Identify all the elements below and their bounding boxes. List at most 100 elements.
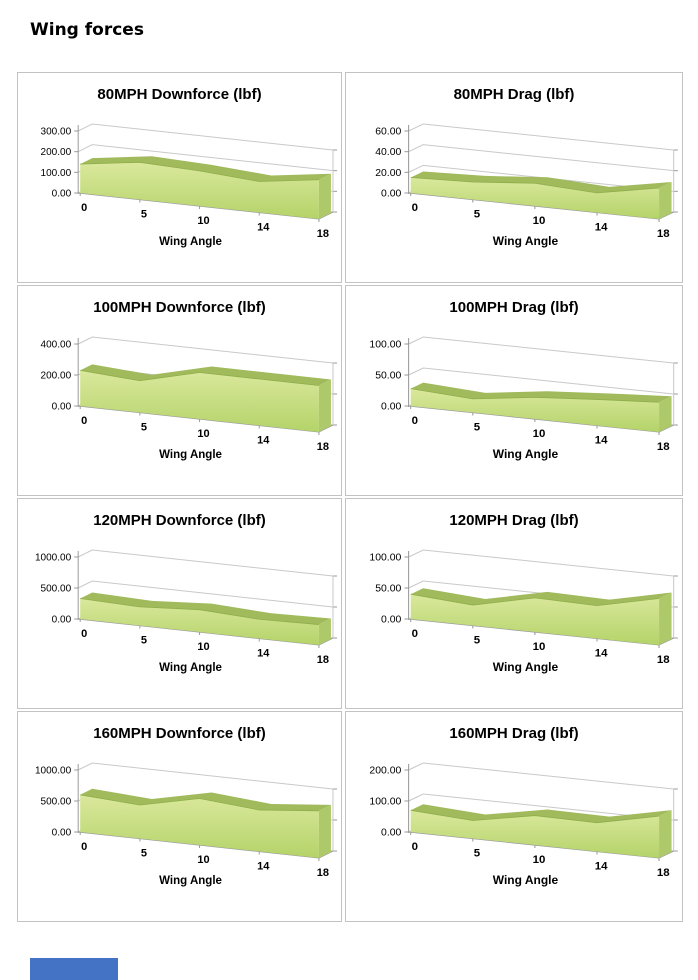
chart-80mph-downforce[interactable]: 300.00 200.00 100.00 0.00 0 5 10 14 18 Wing Angle: [18, 105, 341, 275]
svg-text:100.00: 100.00: [369, 797, 401, 808]
svg-text:Wing Angle: Wing Angle: [159, 449, 222, 461]
svg-text:200.00: 200.00: [369, 766, 401, 777]
svg-text:Wing Angle: Wing Angle: [493, 874, 559, 887]
svg-text:Wing Angle: Wing Angle: [159, 236, 222, 248]
chart-panel-160mph-drag[interactable]: 160MPH Drag (lbf) 200.00 100.00 0.00 0 5 10 14…: [345, 711, 683, 922]
chart-120mph-drag[interactable]: 100.00 50.00 0.00 0 5 10 14 18 Wing Angle: [346, 531, 682, 701]
svg-text:1000.00: 1000.00: [35, 766, 72, 777]
svg-text:60.00: 60.00: [375, 127, 401, 138]
svg-text:5: 5: [474, 635, 480, 647]
svg-text:14: 14: [257, 222, 270, 234]
svg-text:Wing Angle: Wing Angle: [159, 875, 222, 887]
svg-text:10: 10: [533, 854, 546, 866]
svg-text:5: 5: [474, 422, 480, 434]
svg-text:0: 0: [81, 841, 87, 853]
svg-text:10: 10: [533, 641, 546, 653]
svg-text:18: 18: [317, 228, 329, 240]
svg-text:0.00: 0.00: [381, 402, 402, 413]
svg-text:5: 5: [141, 209, 147, 221]
svg-text:18: 18: [317, 441, 329, 453]
svg-text:0.00: 0.00: [381, 615, 402, 626]
svg-text:18: 18: [657, 228, 670, 240]
svg-text:0: 0: [412, 202, 418, 214]
svg-text:20.00: 20.00: [375, 168, 401, 179]
svg-text:0.00: 0.00: [52, 828, 72, 839]
svg-text:0.00: 0.00: [381, 189, 402, 200]
chart-title: 80MPH Downforce (lbf): [97, 86, 262, 103]
svg-text:14: 14: [257, 861, 270, 873]
chart-80mph-drag[interactable]: 60.00 40.00 20.00 0.00 0 5 10 14 18 Wing Angle: [346, 105, 682, 275]
chart-160mph-downforce[interactable]: 1000.00 500.00 0.00 0 5 10 14 18 Wing Angle: [18, 744, 341, 914]
chart-panel-100mph-drag[interactable]: 100MPH Drag (lbf) 100.00 50.00 0.00 0 5 10 14 1…: [345, 285, 683, 496]
svg-text:500.00: 500.00: [41, 797, 72, 808]
chart-100mph-drag[interactable]: 100.00 50.00 0.00 0 5 10 14 18 Wing Angle: [346, 318, 682, 488]
svg-text:10: 10: [197, 641, 209, 653]
svg-text:50.00: 50.00: [375, 371, 401, 382]
svg-text:Wing Angle: Wing Angle: [493, 661, 559, 674]
svg-text:18: 18: [317, 867, 329, 879]
chart-120mph-downforce[interactable]: 1000.00 500.00 0.00 0 5 10 14 18 Wing Angle: [18, 531, 341, 701]
chart-title: 100MPH Downforce (lbf): [93, 299, 266, 316]
svg-text:Wing Angle: Wing Angle: [493, 448, 559, 461]
svg-text:5: 5: [141, 422, 147, 434]
svg-text:50.00: 50.00: [375, 584, 401, 595]
svg-text:10: 10: [533, 215, 546, 227]
svg-text:0: 0: [81, 202, 87, 214]
chart-100mph-downforce[interactable]: 400.00 200.00 0.00 0 5 10 14 18 Wing Angle: [18, 318, 341, 488]
svg-text:0: 0: [412, 628, 418, 640]
svg-text:200.00: 200.00: [41, 147, 72, 158]
chart-panel-120mph-drag[interactable]: 120MPH Drag (lbf) 100.00 50.00 0.00 0 5 10 14 1…: [345, 498, 683, 709]
svg-text:40.00: 40.00: [375, 147, 401, 158]
svg-text:14: 14: [595, 435, 609, 447]
chart-title: 160MPH Drag (lbf): [449, 725, 579, 742]
chart-panel-100mph-downforce[interactable]: 100MPH Downforce (lbf) 400.00 200.00 0.00 0…: [17, 285, 342, 496]
svg-text:100.00: 100.00: [369, 553, 401, 564]
chart-160mph-drag[interactable]: 200.00 100.00 0.00 0 5 10 14 18 Wing Angle: [346, 744, 682, 914]
svg-text:14: 14: [257, 648, 270, 660]
svg-text:5: 5: [474, 209, 480, 221]
svg-text:5: 5: [141, 635, 147, 647]
svg-text:0.00: 0.00: [381, 828, 402, 839]
svg-text:Wing Angle: Wing Angle: [159, 662, 222, 674]
chart-panel-160mph-downforce[interactable]: 160MPH Downforce (lbf) 1000.00 500.00 0.00…: [17, 711, 342, 922]
chart-title: 160MPH Downforce (lbf): [93, 725, 266, 742]
chart-title: 120MPH Drag (lbf): [449, 512, 579, 529]
chart-title: 120MPH Downforce (lbf): [93, 512, 266, 529]
chart-title: 80MPH Drag (lbf): [453, 86, 575, 103]
svg-text:200.00: 200.00: [41, 371, 72, 382]
svg-text:18: 18: [657, 441, 670, 453]
svg-text:5: 5: [474, 848, 480, 860]
svg-text:14: 14: [595, 222, 609, 234]
svg-text:10: 10: [533, 428, 546, 440]
svg-text:10: 10: [197, 854, 209, 866]
svg-text:100.00: 100.00: [41, 168, 72, 179]
svg-text:18: 18: [657, 867, 670, 879]
svg-text:300.00: 300.00: [41, 127, 72, 138]
svg-text:14: 14: [595, 861, 609, 873]
chart-panel-80mph-downforce[interactable]: 80MPH Downforce (lbf) 300.00 200.00 100.00…: [17, 72, 342, 283]
page-title: Wing forces: [30, 20, 144, 40]
chart-panel-80mph-drag[interactable]: 80MPH Drag (lbf) 60.00 40.00 20.00 0.00 0 5 10…: [345, 72, 683, 283]
svg-text:0.00: 0.00: [52, 402, 72, 413]
svg-text:400.00: 400.00: [41, 340, 72, 351]
svg-text:0.00: 0.00: [52, 615, 72, 626]
svg-text:14: 14: [257, 435, 270, 447]
svg-text:18: 18: [657, 654, 670, 666]
svg-text:0: 0: [81, 628, 87, 640]
svg-text:0: 0: [412, 841, 418, 853]
svg-text:5: 5: [141, 848, 147, 860]
svg-text:18: 18: [317, 654, 329, 666]
svg-text:14: 14: [595, 648, 609, 660]
chart-panel-120mph-downforce[interactable]: 120MPH Downforce (lbf) 1000.00 500.00 0.00…: [17, 498, 342, 709]
svg-text:Wing Angle: Wing Angle: [493, 235, 559, 248]
svg-text:10: 10: [197, 215, 209, 227]
chart-title: 100MPH Drag (lbf): [449, 299, 579, 316]
partial-table-band: [30, 958, 118, 980]
svg-text:1000.00: 1000.00: [35, 553, 72, 564]
svg-text:0: 0: [81, 415, 87, 427]
svg-text:500.00: 500.00: [41, 584, 72, 595]
chart-grid: 80MPH Downforce (lbf) 300.00 200.00 100.00…: [17, 72, 683, 922]
svg-text:0: 0: [412, 415, 418, 427]
svg-text:10: 10: [197, 428, 209, 440]
svg-text:0.00: 0.00: [52, 189, 72, 200]
